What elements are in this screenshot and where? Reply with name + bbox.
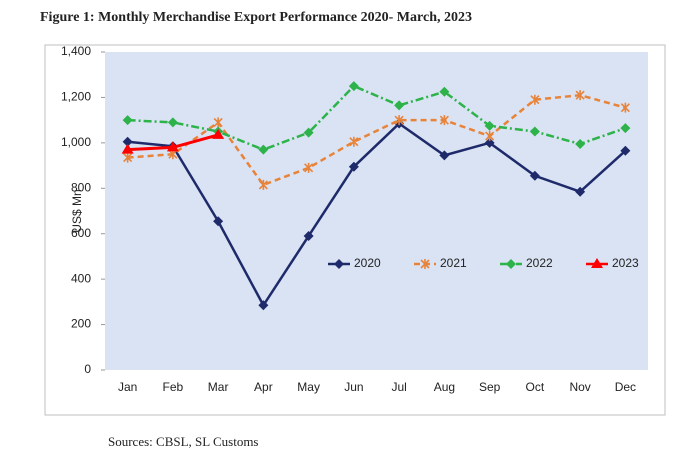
series-line <box>127 84 626 152</box>
x-tick-label: Jun <box>344 380 363 394</box>
source-note: Sources: CBSL, SL Customs <box>108 434 258 449</box>
data-point <box>258 179 268 190</box>
data-point <box>303 127 314 138</box>
data-point <box>213 216 224 227</box>
y-tick-label: 400 <box>71 271 91 285</box>
chart-title: Figure 1: Monthly Merchandise Export Per… <box>40 10 472 25</box>
legend-marker <box>506 259 516 269</box>
legend-marker <box>591 258 603 268</box>
legend-marker <box>420 259 430 269</box>
x-tick-label: Jan <box>118 380 137 394</box>
x-tick-label: Apr <box>254 380 273 394</box>
data-point <box>348 161 359 172</box>
series-line <box>127 121 627 308</box>
legend-label: 2020 <box>354 256 381 270</box>
x-tick-label: Nov <box>569 380 590 394</box>
data-point <box>530 94 540 105</box>
legend-marker <box>334 259 344 269</box>
legend-label: 2023 <box>612 256 639 270</box>
data-point <box>121 143 134 154</box>
data-point <box>529 170 540 181</box>
data-point <box>575 138 586 149</box>
data-point <box>349 136 359 147</box>
y-axis-label: US$ Mn <box>70 189 84 232</box>
data-point <box>258 300 269 311</box>
series-line <box>127 93 626 187</box>
data-point <box>123 152 133 163</box>
x-tick-label: Oct <box>526 380 545 394</box>
data-point <box>439 115 449 126</box>
x-tick-label: Jul <box>391 380 406 394</box>
data-point <box>348 81 359 92</box>
data-point <box>620 123 631 134</box>
data-point <box>167 117 178 128</box>
legend-label: 2022 <box>526 256 553 270</box>
legend-label: 2021 <box>440 256 467 270</box>
y-tick-label: 1,200 <box>61 90 91 104</box>
data-point <box>484 120 495 131</box>
x-tick-label: Dec <box>615 380 636 394</box>
x-tick-label: Mar <box>208 380 229 394</box>
y-tick-label: 0 <box>84 362 91 376</box>
data-point <box>394 115 404 126</box>
data-point <box>575 90 585 101</box>
y-tick-label: 1,000 <box>61 135 91 149</box>
y-tick-label: 1,400 <box>61 44 91 58</box>
y-tick-label: 600 <box>71 226 91 240</box>
plot-area <box>105 52 648 370</box>
data-point <box>485 131 495 142</box>
y-tick-label: 200 <box>71 317 91 331</box>
data-point <box>303 230 314 241</box>
data-point <box>166 141 179 152</box>
data-point <box>394 100 405 111</box>
data-point <box>212 128 225 139</box>
data-point <box>439 86 450 97</box>
data-point <box>529 126 540 137</box>
data-point <box>122 115 133 126</box>
y-tick-label: 800 <box>71 180 91 194</box>
x-tick-label: Feb <box>163 380 184 394</box>
data-point <box>620 102 630 113</box>
x-tick-label: May <box>297 380 320 394</box>
x-tick-label: Aug <box>434 380 455 394</box>
data-point <box>620 145 631 156</box>
data-point <box>304 162 314 173</box>
data-point <box>258 144 269 155</box>
x-tick-label: Sep <box>479 380 501 394</box>
data-point <box>484 137 495 148</box>
data-point <box>575 186 586 197</box>
data-point <box>213 117 223 128</box>
data-point <box>122 136 133 147</box>
data-point <box>439 150 450 161</box>
